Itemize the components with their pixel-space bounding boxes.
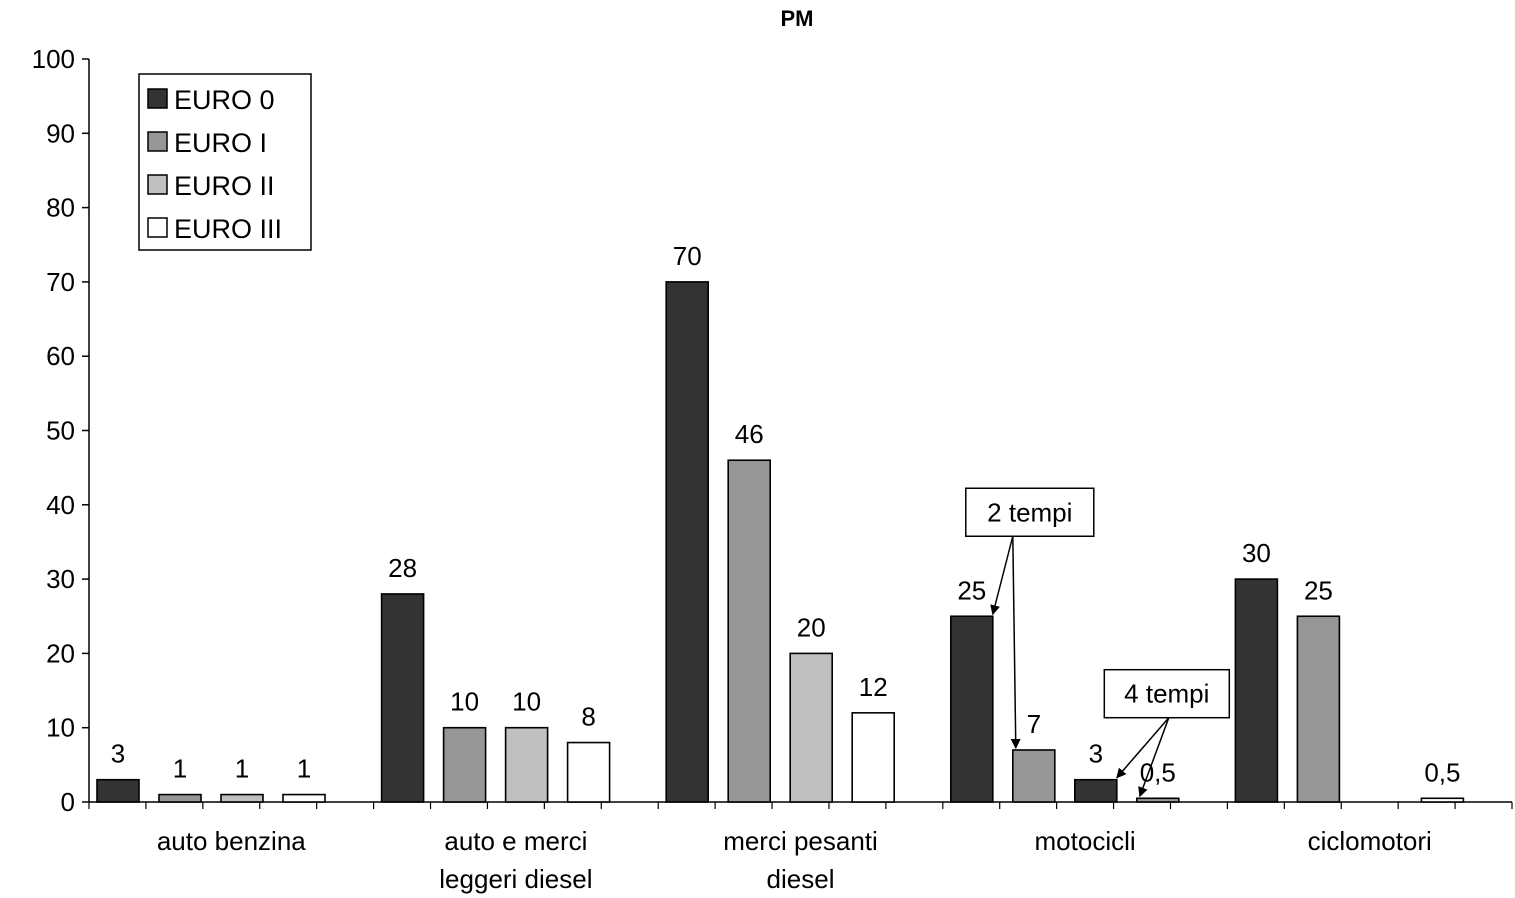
legend-label: EURO III [174, 214, 282, 244]
callout-label: 4 tempi [1124, 679, 1209, 709]
data-label: 25 [957, 575, 986, 605]
category-label: diesel [767, 864, 835, 894]
bar [282, 793, 326, 803]
data-label: 10 [450, 687, 479, 717]
data-label: 7 [1027, 709, 1041, 739]
data-label: 3 [1089, 739, 1103, 769]
y-tick-label: 0 [61, 787, 75, 817]
data-label: 20 [797, 612, 826, 642]
y-tick-label: 40 [46, 490, 75, 520]
category-label: motocicli [1035, 826, 1136, 856]
category-label: auto benzina [157, 826, 306, 856]
data-label: 12 [859, 672, 888, 702]
bar [442, 726, 487, 803]
legend-swatch [147, 217, 168, 238]
data-label: 1 [235, 754, 249, 784]
y-tick-label: 90 [46, 118, 75, 148]
bar [566, 741, 611, 803]
callout-label: 2 tempi [987, 497, 1072, 527]
annotations: 2 tempi 4 tempi [965, 487, 1231, 798]
legend-label: EURO I [174, 128, 267, 158]
bar [220, 793, 264, 803]
category-label: auto e merci [444, 826, 587, 856]
data-label: 30 [1242, 538, 1271, 568]
y-tick-label: 20 [46, 638, 75, 668]
y-tick-label: 30 [46, 564, 75, 594]
bar [380, 593, 425, 803]
callout-arrow [1138, 717, 1170, 798]
y-tick-label: 50 [46, 416, 75, 446]
callout-box [1103, 668, 1231, 719]
data-label: 3 [111, 739, 125, 769]
legend-swatch [147, 174, 168, 195]
bar [851, 712, 896, 803]
category-label: ciclomotori [1308, 826, 1432, 856]
data-label: 1 [173, 754, 187, 784]
y-tick-label: 70 [46, 267, 75, 297]
bar [949, 615, 994, 803]
bar [158, 793, 202, 803]
bar [1420, 797, 1465, 803]
bar [96, 778, 140, 803]
bar [1296, 615, 1341, 803]
legend-swatch [147, 88, 168, 109]
data-label: 70 [673, 241, 702, 271]
data-label: 0,5 [1424, 757, 1460, 787]
legend-label: EURO 0 [174, 85, 275, 115]
bar [789, 652, 834, 803]
chart-title: PM [781, 6, 814, 31]
legend-swatch [147, 131, 168, 152]
data-label: 8 [581, 702, 595, 732]
y-tick-label: 60 [46, 341, 75, 371]
category-label: merci pesanti [723, 826, 878, 856]
data-label: 25 [1304, 575, 1333, 605]
y-tick-label: 10 [46, 713, 75, 743]
category-label: leggeri diesel [439, 864, 592, 894]
bar [665, 281, 710, 803]
bar [727, 459, 772, 803]
data-label: 46 [735, 419, 764, 449]
y-tick-label: 80 [46, 193, 75, 223]
data-label: 28 [388, 553, 417, 583]
y-tick-label: 100 [32, 44, 75, 74]
bars [96, 281, 1465, 803]
bar [1011, 749, 1056, 803]
callout-box [965, 487, 1095, 537]
bar [1234, 578, 1279, 803]
bar [1136, 797, 1180, 803]
callout-arrow [1116, 717, 1170, 779]
callout-arrow [1010, 536, 1021, 749]
axes: 0 10 20 30 40 50 60 70 80 90 100 auto benzina auto e… [32, 44, 1513, 894]
legend-label: EURO II [174, 171, 275, 201]
data-label: 1 [297, 754, 311, 784]
data-label: 10 [512, 687, 541, 717]
legend: EURO 0 EURO I EURO II EURO III [138, 73, 312, 251]
bar [504, 726, 549, 803]
callout-arrow [990, 536, 1014, 616]
bar [1074, 778, 1118, 803]
